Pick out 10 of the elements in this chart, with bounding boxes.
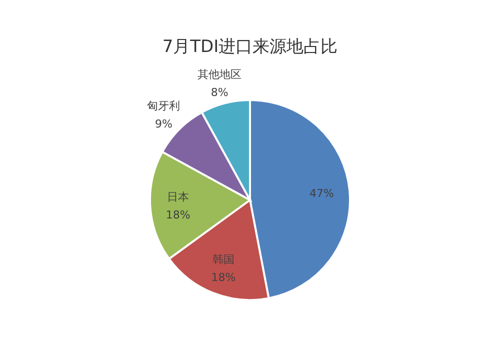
slice-label: 韩国 [212, 252, 234, 266]
slice-label: 日本 [167, 190, 190, 204]
data-label: 18% [211, 270, 236, 284]
chart-title: 7月TDI进口来源地占比 [162, 37, 338, 57]
slice-label: 其他地区 [198, 68, 242, 81]
data-label: 9% [155, 118, 172, 131]
data-label: 8% [210, 86, 228, 99]
slice-label: 匈牙利 [147, 100, 180, 113]
data-label: 47% [309, 187, 334, 200]
data-label: 18% [166, 208, 190, 222]
